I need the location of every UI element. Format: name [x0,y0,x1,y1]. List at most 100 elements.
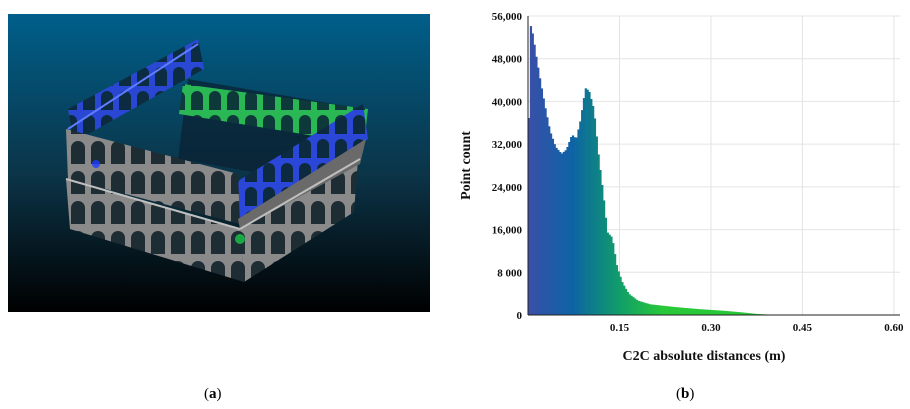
histogram-bar [729,311,732,315]
histogram-bar [747,313,750,315]
y-tick-label: 40,000 [492,96,523,108]
histogram-bar [731,311,734,315]
histogram-bar [628,294,631,315]
histogram-bar [540,88,544,315]
histogram-bar [577,129,580,315]
histogram-bar [571,135,575,315]
y-tick-label: 56,000 [492,11,523,23]
histogram-bar [749,313,752,315]
histogram-bar [721,310,725,315]
histogram-bar [701,309,705,315]
west-upper-gallery [66,129,240,224]
histogram-bar [683,307,686,315]
y-tick-label: 0 [517,310,523,322]
histogram-bar [570,137,573,315]
histogram-bar [593,118,597,316]
histogram-bar [645,303,648,315]
caption-b: (b) [676,386,695,402]
histogram-bar [546,117,549,316]
histogram-bar [720,310,723,315]
histogram-bar [582,98,586,315]
histogram-bar [619,276,622,315]
histogram-bar [634,298,637,315]
histogram-bar [551,138,555,315]
caption-a: (a) [204,386,222,402]
histogram-bar [566,146,569,315]
histogram-bar [531,33,534,315]
histogram-bar [632,297,635,315]
histogram-bar [745,312,748,315]
north-gallery [68,39,204,142]
x-axis-title: C2C absolute distances (m) [623,349,786,364]
histogram-bar [606,232,609,315]
point-cloud-image [8,14,430,312]
histogram-bar [678,307,681,315]
histogram-bar [712,310,716,315]
histogram-bar [718,310,721,315]
histogram-bar [601,185,604,315]
histogram-bar [562,151,565,315]
histogram-bar [621,282,624,315]
histogram-bar [661,305,664,315]
histogram-bar [586,89,589,315]
histogram-bar [725,311,728,315]
histogram-bar [685,308,688,315]
y-tick-label: 48,000 [492,54,523,66]
histogram-bar [608,234,611,315]
histogram-bar [710,309,714,315]
histogram-bar [663,305,666,315]
histogram-bar [538,78,542,316]
y-tick-label: 8 000 [497,267,522,279]
histogram-bar [665,306,668,315]
histogram-bar [687,308,690,315]
histogram-bar [648,304,651,315]
histogram-bar [707,309,710,315]
histogram-bar [698,309,701,315]
histogram-bar [542,98,545,315]
y-axis-title: Point count [459,131,474,200]
histogram-bar [553,144,556,315]
histogram-bar [705,309,708,315]
histogram-bar [756,313,759,315]
histogram-bar [597,154,600,315]
histogram-bar [595,136,598,315]
histogram-bar [630,295,633,315]
y-tick-label: 24,000 [492,182,523,194]
histogram-panel: 0 8 000 16,000 24,000 32,000 40,000 48,000 56,0… [440,0,910,380]
histogram-bar [690,308,694,315]
histogram-bar [732,311,736,315]
histogram-bar [557,149,560,315]
histogram-bar [549,133,553,315]
histogram-bar [613,254,617,315]
histogram-bar [559,152,562,315]
histogram-bar [573,137,576,315]
histogram-bar [535,56,538,315]
y-tick-label: 16,000 [492,225,523,237]
histogram-bar [672,306,675,315]
histogram-bar [674,307,677,315]
histogram-bar [692,308,695,315]
histogram-bar [652,304,655,315]
histogram-bar [676,307,679,315]
histogram-bar [753,313,756,315]
histogram-bar [699,309,703,315]
histogram-bar [615,265,619,315]
histogram-bar [742,312,745,315]
histogram-bar [740,312,743,315]
histogram-bar [643,302,646,315]
histogram-bar [681,307,684,315]
histogram-bar [654,304,657,315]
histogram-bar [603,200,606,315]
histogram-bar [575,137,578,315]
histogram-bar [617,271,620,315]
histogram-bar [703,309,706,315]
histogram-bar [592,105,595,315]
histogram-bar [564,150,567,315]
histogram-bar [537,67,540,315]
histogram-bar [736,311,739,315]
histogram-bar [528,117,531,316]
histogram-bar [623,285,626,315]
histogram-bar [581,110,584,315]
histogram-bar [679,307,683,315]
histogram-bar [646,303,650,315]
